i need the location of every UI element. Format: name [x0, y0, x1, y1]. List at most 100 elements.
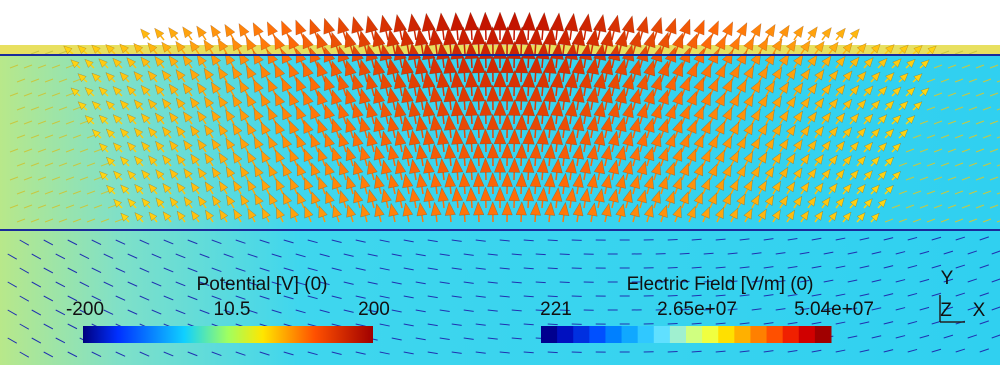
arrow-head	[479, 128, 493, 145]
arrow-stem	[758, 104, 763, 111]
arrow-head	[493, 157, 507, 173]
arrow-stem	[618, 73, 622, 83]
small-arrow	[883, 293, 894, 297]
small-arrow	[427, 351, 438, 355]
arrow-head	[394, 100, 407, 118]
arrow-head	[920, 87, 930, 97]
arrow-stem	[618, 102, 622, 111]
arrow-stem	[660, 187, 664, 195]
arrow-stem	[146, 63, 151, 69]
arrow-head	[345, 88, 357, 105]
arrow-head	[672, 118, 683, 134]
arrow-stem	[772, 160, 777, 167]
arrow-head	[310, 162, 321, 177]
arrow-stem	[821, 119, 826, 125]
arrow-head	[543, 172, 556, 188]
arrow-head	[190, 210, 200, 221]
arrow-head	[870, 99, 881, 110]
arrow	[65, 64, 75, 69]
arrow-head	[856, 183, 866, 194]
arrow	[996, 164, 1000, 167]
arrow-head	[686, 119, 697, 134]
arrow-head	[401, 144, 414, 160]
small-arrow	[727, 308, 738, 311]
arrow-head	[614, 29, 628, 48]
arrow-head	[260, 64, 271, 79]
arrow-stem	[279, 216, 284, 223]
arrow-head	[906, 58, 916, 69]
arrow-stem	[590, 44, 594, 55]
small-arrow	[67, 351, 78, 358]
arrow-stem	[174, 35, 179, 41]
arrow-head	[671, 32, 684, 49]
arrow-stem	[646, 159, 650, 167]
arrow-head	[743, 150, 754, 164]
arrow-stem	[737, 202, 742, 209]
arrow-head	[778, 53, 790, 66]
arrow-head	[386, 28, 400, 47]
arrow-stem	[793, 203, 798, 209]
arrow	[898, 190, 908, 195]
arrow-stem	[590, 158, 594, 167]
small-arrow	[415, 281, 426, 285]
arrow-head	[450, 70, 465, 88]
arrow-head	[842, 126, 853, 138]
arrow-head	[332, 175, 343, 190]
arrow-head	[479, 98, 493, 116]
arrow-stem	[856, 162, 861, 167]
small-arrow	[91, 267, 102, 273]
legend-label: 2.65e+07	[657, 299, 737, 320]
small-arrow	[463, 253, 474, 256]
arrow-stem	[863, 120, 868, 125]
small-arrow	[7, 309, 18, 316]
arrow-head	[771, 152, 782, 164]
arrow-head	[757, 123, 768, 136]
arrow-head	[542, 26, 557, 46]
arrow-head	[374, 174, 385, 189]
small-arrow	[115, 267, 126, 273]
colorbar-band	[750, 326, 768, 343]
arrow	[891, 204, 901, 209]
arrow-head	[134, 183, 144, 194]
arrow-stem	[765, 118, 770, 125]
small-arrow	[835, 293, 846, 297]
arrow-stem	[632, 187, 636, 195]
arrow-head	[407, 13, 422, 33]
arrow-head	[757, 208, 767, 220]
arrow-head	[161, 98, 172, 109]
small-arrow	[199, 253, 210, 259]
small-arrow	[103, 309, 114, 315]
small-arrow	[691, 238, 702, 241]
small-arrow	[715, 350, 726, 353]
arrow-stem	[139, 105, 144, 111]
arrow	[58, 218, 68, 223]
small-arrow	[367, 281, 378, 285]
arrow-head	[593, 71, 606, 90]
arrow-head	[296, 76, 307, 92]
arrow-stem	[230, 118, 235, 125]
arrow-head	[421, 12, 436, 32]
arrow	[23, 64, 33, 69]
arrow-stem	[392, 101, 396, 111]
small-arrow	[499, 267, 510, 270]
arrow-stem	[364, 73, 368, 83]
arrow-head	[120, 184, 130, 194]
arrow-head	[493, 69, 507, 88]
arrow-head	[650, 161, 662, 176]
arrow-stem	[251, 132, 256, 139]
arrow-head	[736, 21, 748, 37]
small-arrow	[115, 295, 126, 301]
arrow-stem	[548, 72, 551, 83]
arrow-head	[814, 182, 824, 193]
arrow-head	[572, 143, 585, 160]
arrow-stem	[667, 173, 671, 181]
arrow-stem	[449, 214, 452, 223]
arrow-stem	[111, 162, 116, 167]
arrow	[982, 218, 992, 223]
arrow-head	[771, 180, 782, 193]
small-arrow	[511, 309, 522, 312]
small-arrow	[367, 309, 378, 313]
small-arrow	[895, 279, 906, 283]
arrow-stem	[230, 203, 235, 209]
arrow-stem	[695, 173, 700, 181]
